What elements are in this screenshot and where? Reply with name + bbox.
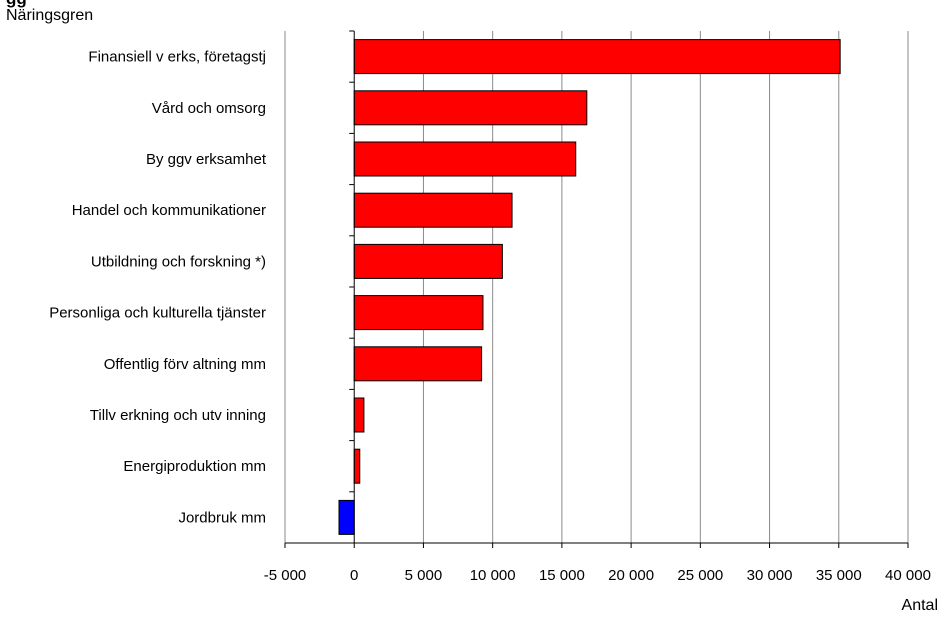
x-tick-label-6: 25 000 [677,567,723,584]
axes [284,30,909,548]
bar-2 [353,141,577,177]
tick-labels: -5 000 0 5 000 10 000 15 000 20 000 25 000 30 0… [264,567,931,584]
bar-9 [338,499,355,535]
category-label-1: Vård och omsorg [152,100,266,117]
x-tick-label-7: 30 000 [747,567,793,584]
x-tick-label-5: 20 000 [608,567,654,584]
category-label-2: By ggv erksamhet [146,151,267,168]
category-label-4: Utbildning och forskning *) [91,253,266,270]
category-label-0: Finansiell v erks, företagstj [88,49,266,66]
category-label-3: Handel och kommunikationer [72,202,266,219]
category-label-9: Jordbruk mm [178,509,266,526]
x-tick-label-0: -5 000 [264,567,307,584]
category-label-7: Tillv erkning och utv inning [90,407,266,424]
chart-title-partial: gg [6,0,27,9]
bar-1 [353,90,588,126]
category-labels: Finansiell v erks, företagstj Vård och om… [49,49,267,527]
gridlines [284,31,909,543]
x-tick-label-2: 5 000 [405,567,443,584]
bars [338,39,841,535]
category-label-5: Personliga och kulturella tjänster [49,305,266,322]
y-axis-label: Näringsgren [6,7,94,24]
x-tick-label-1: 0 [350,567,358,584]
bar-6 [353,346,483,382]
x-tick-label-9: 40 000 [885,567,931,584]
x-axis-label: Antal [901,597,938,614]
bar-0 [353,39,841,75]
category-label-6: Offentlig förv altning mm [104,356,266,373]
x-tick-label-8: 35 000 [816,567,862,584]
bar-3 [353,192,513,228]
x-tick-label-4: 15 000 [539,567,585,584]
category-label-8: Energiproduktion mm [123,458,266,475]
bar-5 [353,295,484,331]
bar-4 [353,243,503,279]
bar-7 [353,397,365,433]
bar-8 [353,448,361,484]
x-tick-label-3: 10 000 [470,567,516,584]
